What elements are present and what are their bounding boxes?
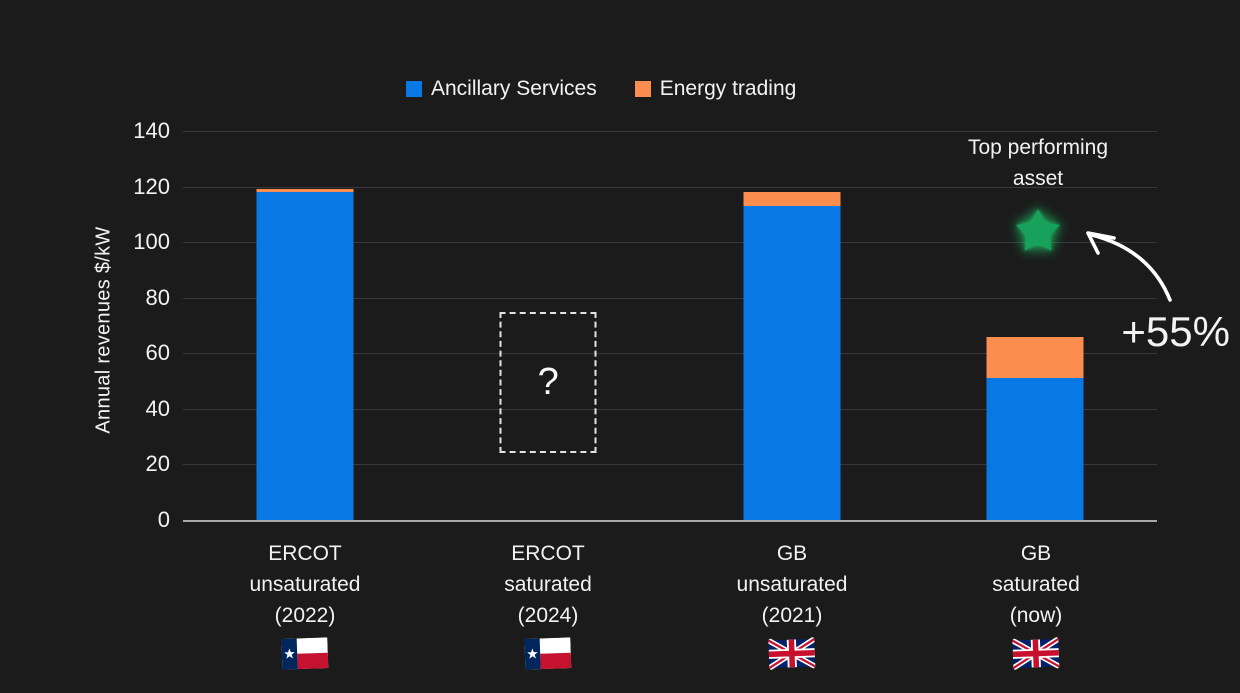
stacked-bar (256, 189, 354, 520)
y-tick: 100 (133, 229, 170, 254)
category-line: saturated (992, 573, 1080, 596)
y-tick: 40 (145, 396, 170, 421)
category-gb-saturated: GB saturated (now) (914, 538, 1158, 678)
bar-segment-ancillary-services (986, 378, 1084, 520)
category-line: unsaturated (249, 573, 361, 596)
category-line: ERCOT (268, 542, 342, 565)
y-tick: 60 (145, 340, 170, 365)
category-line: unsaturated (736, 573, 848, 596)
uk-flag-icon (1011, 636, 1061, 679)
category-line: (2021) (761, 604, 823, 627)
category-line: saturated (504, 573, 592, 596)
texas-flag-icon (524, 637, 572, 679)
annotation-line: asset (1012, 167, 1064, 190)
star-icon (1008, 202, 1068, 262)
y-tick: 80 (145, 285, 170, 310)
stacked-bar (986, 336, 1084, 520)
category-ercot-unsaturated: ERCOT unsaturated (2022) (183, 538, 427, 678)
category-line: (2024) (517, 604, 579, 627)
uk-flag-icon (767, 636, 817, 679)
category-line: GB (776, 542, 808, 565)
legend-label: Ancillary Services (431, 77, 597, 100)
legend-item-energy-trading: Energy trading (634, 77, 797, 101)
bar-segment-ancillary-services (743, 206, 841, 520)
annotation-line: Top performing (967, 136, 1109, 159)
category-line: GB (1020, 542, 1052, 565)
y-axis-ticks: 140 120 100 80 60 40 20 0 (0, 0, 170, 693)
y-tick: 20 (145, 451, 170, 476)
y-tick: 140 (133, 118, 170, 143)
bar-gb-saturated (914, 131, 1158, 520)
bar-ercot-saturated: ? (427, 131, 671, 520)
placeholder-box: ? (499, 311, 597, 454)
question-mark: ? (537, 360, 559, 403)
y-tick: 0 (157, 507, 170, 532)
bar-gb-unsaturated (670, 131, 914, 520)
gridline-140 (183, 131, 1157, 132)
y-tick: 120 (133, 174, 170, 199)
curved-arrow-icon (1086, 231, 1172, 302)
category-line: ERCOT (511, 542, 585, 565)
category-line: (now) (1009, 604, 1063, 627)
ancillary-services-swatch (406, 81, 422, 97)
delta-label: +55% (1121, 308, 1230, 355)
bar-segment-energy-trading (256, 189, 354, 193)
category-gb-unsaturated: GB unsaturated (2021) (670, 538, 914, 678)
gridline-80 (183, 297, 1157, 299)
gridline-60 (183, 353, 1157, 355)
category-line: (2022) (274, 604, 336, 627)
bar-ercot-unsaturated (183, 131, 427, 520)
plot-area: ? (183, 131, 1157, 522)
bar-segment-energy-trading (743, 192, 841, 207)
energy-trading-swatch (634, 81, 651, 97)
legend-label: Energy trading (659, 77, 797, 100)
stacked-bar (743, 192, 841, 520)
bar-segment-ancillary-services (256, 192, 354, 520)
category-ercot-saturated: ERCOT saturated (2024) (426, 538, 670, 678)
texas-flag-icon (281, 637, 329, 679)
gridline-120 (183, 186, 1157, 188)
gridline-20 (183, 464, 1157, 466)
legend-item-ancillary-services: Ancillary Services (406, 77, 597, 101)
bar-segment-energy-trading (986, 336, 1084, 379)
gridline-100 (183, 242, 1157, 244)
legend: Ancillary Services Energy trading (406, 77, 796, 101)
top-performing-annotation: Top performing asset (947, 132, 1129, 194)
gridline-40 (183, 408, 1157, 410)
